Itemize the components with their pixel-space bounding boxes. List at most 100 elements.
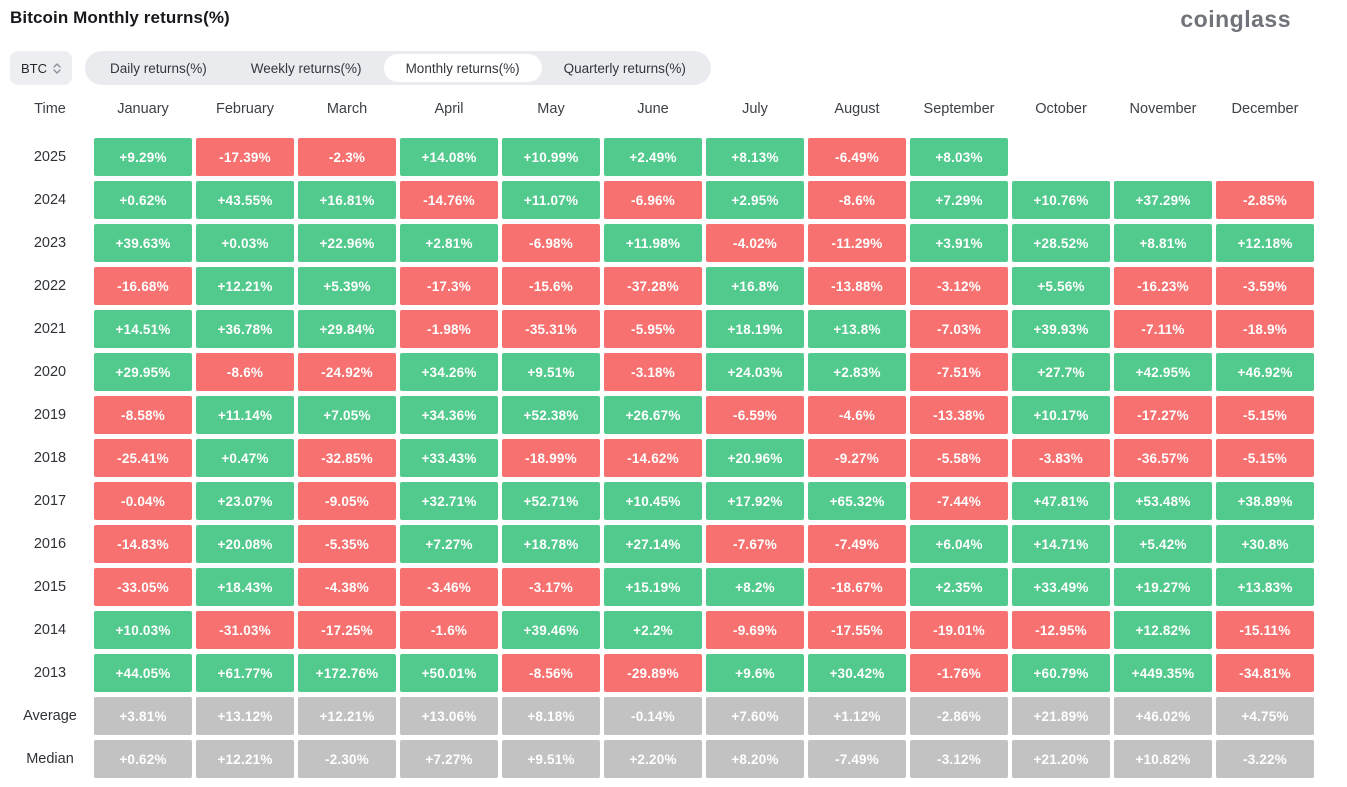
return-cell-2021-march: +29.84% xyxy=(298,310,396,348)
return-cell-2021-april: -1.98% xyxy=(400,310,498,348)
return-cell-2025-august: -6.49% xyxy=(808,138,906,176)
return-cell-2024-december: -2.85% xyxy=(1216,181,1314,219)
return-cell-2019-september: -13.38% xyxy=(910,396,1008,434)
return-cell-2014-march: -17.25% xyxy=(298,611,396,649)
return-cell-2014-august: -17.55% xyxy=(808,611,906,649)
return-cell-2022-april: -17.3% xyxy=(400,267,498,305)
return-cell-2024-may: +11.07% xyxy=(502,181,600,219)
return-cell-2023-december: +12.18% xyxy=(1216,224,1314,262)
row-label-median: Median xyxy=(26,751,74,767)
tab-group: Daily returns(%) Weekly returns(%) Monthly… xyxy=(85,51,711,85)
return-cell-2017-june: +10.45% xyxy=(604,482,702,520)
return-cell-2013-june: -29.89% xyxy=(604,654,702,692)
return-cell-2025-february: -17.39% xyxy=(196,138,294,176)
tab-quarterly-returns[interactable]: Quarterly returns(%) xyxy=(542,54,708,82)
return-cell-2015-january: -33.05% xyxy=(94,568,192,606)
return-cell-2022-june: -37.28% xyxy=(604,267,702,305)
return-cell-2018-september: -5.58% xyxy=(910,439,1008,477)
return-cell-2018-march: -32.85% xyxy=(298,439,396,477)
return-cell-2022-august: -13.88% xyxy=(808,267,906,305)
controls-row: BTC Daily returns(%) Weekly returns(%) Mon… xyxy=(10,51,1337,85)
return-cell-2016-february: +20.08% xyxy=(196,525,294,563)
col-header-december: December xyxy=(1231,101,1299,117)
coinglass-logo[interactable]: coinglass xyxy=(1180,6,1291,32)
row-label-2018: 2018 xyxy=(33,450,67,466)
return-cell-2020-may: +9.51% xyxy=(502,353,600,391)
return-cell-2023-october: +28.52% xyxy=(1012,224,1110,262)
return-cell-2017-september: -7.44% xyxy=(910,482,1008,520)
return-cell-2018-may: -18.99% xyxy=(502,439,600,477)
return-cell-2018-november: -36.57% xyxy=(1114,439,1212,477)
return-cell-2025-september: +8.03% xyxy=(910,138,1008,176)
return-cell-2022-november: -16.23% xyxy=(1114,267,1212,305)
tab-monthly-returns[interactable]: Monthly returns(%) xyxy=(383,54,542,82)
return-cell-2014-november: +12.82% xyxy=(1114,611,1212,649)
return-cell-2016-april: +7.27% xyxy=(400,525,498,563)
return-cell-2017-may: +52.71% xyxy=(502,482,600,520)
return-cell-2017-march: -9.05% xyxy=(298,482,396,520)
return-cell-2014-september: -19.01% xyxy=(910,611,1008,649)
return-cell-median-july: +8.20% xyxy=(706,740,804,778)
row-label-2023: 2023 xyxy=(33,235,67,251)
return-cell-2021-july: +18.19% xyxy=(706,310,804,348)
tab-weekly-returns[interactable]: Weekly returns(%) xyxy=(229,54,384,82)
return-cell-2024-april: -14.76% xyxy=(400,181,498,219)
return-cell-2021-june: -5.95% xyxy=(604,310,702,348)
return-cell-2021-december: -18.9% xyxy=(1216,310,1314,348)
return-cell-2013-december: -34.81% xyxy=(1216,654,1314,692)
page-title: Bitcoin Monthly returns(%) xyxy=(10,8,230,27)
symbol-select[interactable]: BTC xyxy=(10,51,72,85)
return-cell-2016-may: +18.78% xyxy=(502,525,600,563)
row-label-2024: 2024 xyxy=(33,192,67,208)
return-cell-average-may: +8.18% xyxy=(502,697,600,735)
returns-table: Time January February March April May June July… xyxy=(10,95,1337,778)
return-cell-2019-october: +10.17% xyxy=(1012,396,1110,434)
return-cell-2019-november: -17.27% xyxy=(1114,396,1212,434)
row-label-2014: 2014 xyxy=(33,622,67,638)
return-cell-2022-january: -16.68% xyxy=(94,267,192,305)
return-cell-2025-december xyxy=(1216,138,1314,176)
return-cell-2022-march: +5.39% xyxy=(298,267,396,305)
return-cell-2024-march: +16.81% xyxy=(298,181,396,219)
row-label-2016: 2016 xyxy=(33,536,67,552)
return-cell-2025-march: -2.3% xyxy=(298,138,396,176)
return-cell-2022-december: -3.59% xyxy=(1216,267,1314,305)
tab-daily-returns[interactable]: Daily returns(%) xyxy=(88,54,229,82)
return-cell-2019-august: -4.6% xyxy=(808,396,906,434)
return-cell-2015-february: +18.43% xyxy=(196,568,294,606)
return-cell-average-december: +4.75% xyxy=(1216,697,1314,735)
return-cell-2023-november: +8.81% xyxy=(1114,224,1212,262)
col-header-august: August xyxy=(834,101,880,117)
top-bar: Bitcoin Monthly returns(%) coinglass xyxy=(10,6,1337,48)
return-cell-2016-november: +5.42% xyxy=(1114,525,1212,563)
row-label-2019: 2019 xyxy=(33,407,67,423)
return-cell-2015-june: +15.19% xyxy=(604,568,702,606)
return-cell-2017-october: +47.81% xyxy=(1012,482,1110,520)
row-label-2025: 2025 xyxy=(33,149,67,165)
return-cell-2015-july: +8.2% xyxy=(706,568,804,606)
return-cell-2019-january: -8.58% xyxy=(94,396,192,434)
return-cell-2021-may: -35.31% xyxy=(502,310,600,348)
return-cell-2023-january: +39.63% xyxy=(94,224,192,262)
return-cell-2017-april: +32.71% xyxy=(400,482,498,520)
return-cell-2022-february: +12.21% xyxy=(196,267,294,305)
col-header-april: April xyxy=(434,101,464,117)
return-cell-2020-february: -8.6% xyxy=(196,353,294,391)
return-cell-2020-april: +34.26% xyxy=(400,353,498,391)
return-cell-average-april: +13.06% xyxy=(400,697,498,735)
return-cell-2024-november: +37.29% xyxy=(1114,181,1212,219)
return-cell-2022-september: -3.12% xyxy=(910,267,1008,305)
return-cell-2017-july: +17.92% xyxy=(706,482,804,520)
return-cell-average-february: +13.12% xyxy=(196,697,294,735)
return-cell-2025-july: +8.13% xyxy=(706,138,804,176)
row-label-2013: 2013 xyxy=(33,665,67,681)
return-cell-average-june: -0.14% xyxy=(604,697,702,735)
row-label-2022: 2022 xyxy=(33,278,67,294)
return-cell-2013-july: +9.6% xyxy=(706,654,804,692)
return-cell-2023-march: +22.96% xyxy=(298,224,396,262)
return-cell-2023-april: +2.81% xyxy=(400,224,498,262)
return-cell-2015-december: +13.83% xyxy=(1216,568,1314,606)
return-cell-2017-february: +23.07% xyxy=(196,482,294,520)
return-cell-2018-april: +33.43% xyxy=(400,439,498,477)
